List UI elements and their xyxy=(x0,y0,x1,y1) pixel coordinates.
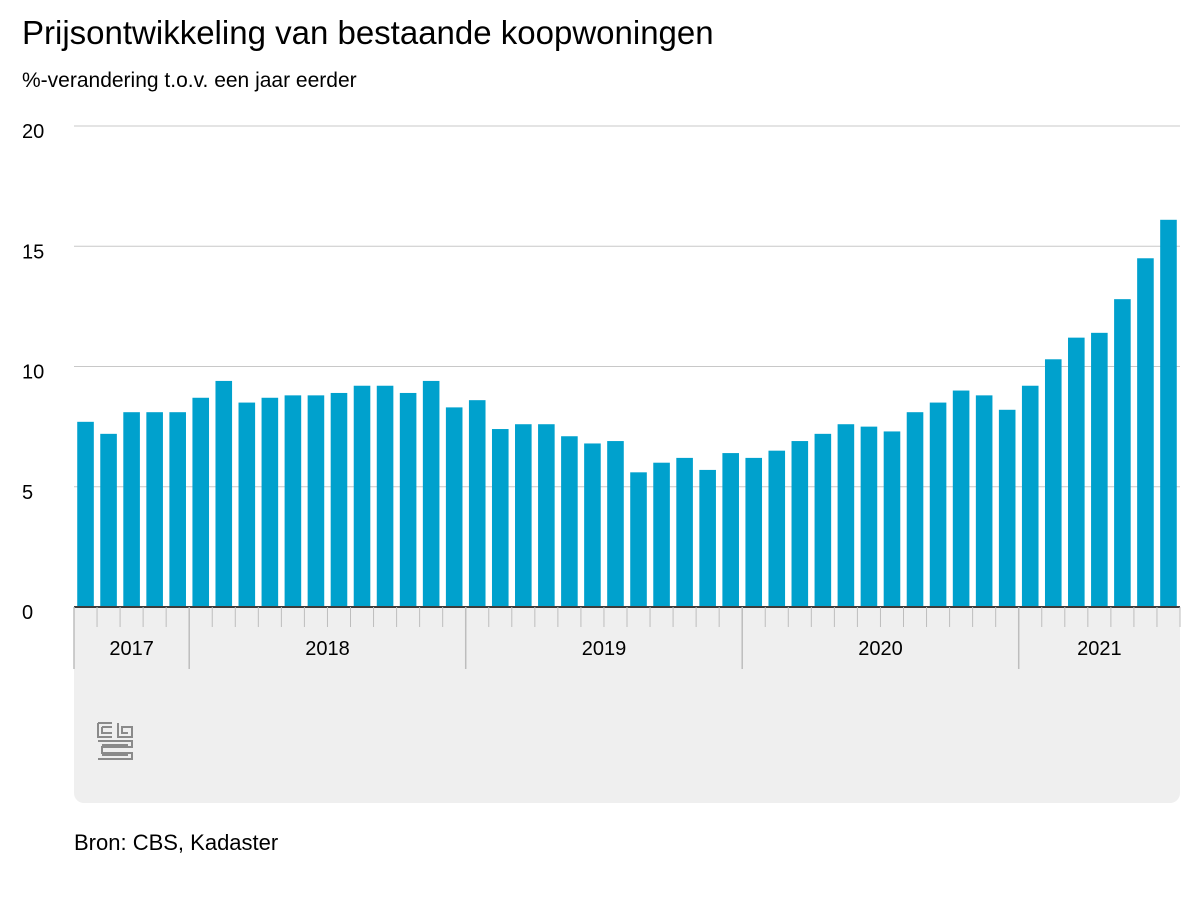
axis-band xyxy=(74,607,1180,803)
bars xyxy=(77,219,1177,608)
bar xyxy=(307,395,325,607)
x-year-label: 2020 xyxy=(858,638,903,660)
bar xyxy=(699,469,716,607)
bar xyxy=(952,390,970,607)
x-year-label: 2017 xyxy=(109,638,154,660)
y-tick-label: 20 xyxy=(22,121,44,143)
bar xyxy=(284,395,302,607)
source-note: Bron: CBS, Kadaster xyxy=(74,830,279,855)
bar xyxy=(1091,332,1108,607)
bar xyxy=(445,407,463,607)
bar-chart: 0 5 10 15 20 2017 2018 2019 2020 2021 xyxy=(22,121,1181,803)
bar xyxy=(468,400,486,607)
bar xyxy=(1160,219,1177,608)
bar xyxy=(353,385,371,607)
bar xyxy=(100,433,117,607)
bar xyxy=(630,472,647,607)
bar xyxy=(883,431,901,607)
bar xyxy=(975,395,993,607)
bar xyxy=(238,402,256,607)
bar xyxy=(906,412,924,607)
bar xyxy=(123,412,140,607)
bar xyxy=(929,402,947,607)
y-axis-labels: 0 5 10 15 20 xyxy=(22,121,44,624)
bar xyxy=(584,443,601,607)
chart-subtitle: %-verandering t.o.v. een jaar eerder xyxy=(22,69,357,92)
bar xyxy=(261,397,279,607)
bar xyxy=(399,392,417,607)
bar xyxy=(791,441,809,607)
bar xyxy=(215,380,233,607)
bar xyxy=(192,397,210,607)
cbs-logo-icon xyxy=(97,722,133,760)
bar xyxy=(745,457,763,607)
bar xyxy=(1044,359,1062,607)
bar xyxy=(561,436,578,607)
bar xyxy=(1021,385,1039,607)
x-axis: 2017 2018 2019 2020 2021 xyxy=(73,606,1181,669)
bar xyxy=(676,457,693,607)
bar xyxy=(860,426,878,607)
chart-title: Prijsontwikkeling van bestaande koopwoni… xyxy=(22,14,714,51)
y-tick-label: 10 xyxy=(22,362,44,384)
bar xyxy=(1068,337,1085,607)
bar xyxy=(768,450,786,607)
bar xyxy=(607,441,624,607)
bar xyxy=(376,385,394,607)
bar xyxy=(515,424,532,607)
grid-lines xyxy=(74,125,1180,488)
x-year-label: 2021 xyxy=(1077,638,1122,660)
bar xyxy=(538,424,555,607)
bar xyxy=(146,412,163,607)
y-tick-label: 0 xyxy=(22,602,33,624)
bar xyxy=(722,453,739,607)
bar xyxy=(491,429,509,607)
bar xyxy=(77,421,94,607)
bar xyxy=(422,380,440,607)
bar xyxy=(1114,299,1131,607)
bar xyxy=(814,433,832,607)
bar xyxy=(998,409,1016,607)
bar xyxy=(169,412,186,607)
x-year-label: 2019 xyxy=(582,638,627,660)
x-year-label: 2018 xyxy=(305,638,350,660)
bar xyxy=(837,424,855,607)
bar xyxy=(653,462,670,607)
y-tick-label: 15 xyxy=(22,241,44,263)
y-tick-label: 5 xyxy=(22,482,33,504)
bar xyxy=(330,392,348,607)
bar xyxy=(1137,258,1154,607)
